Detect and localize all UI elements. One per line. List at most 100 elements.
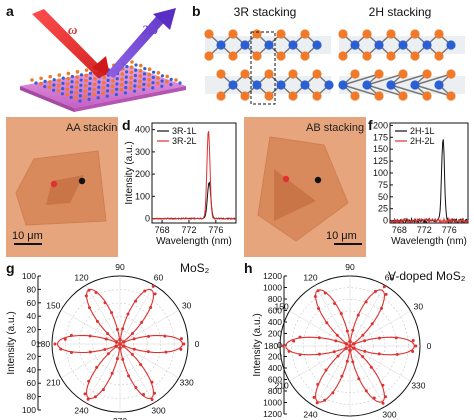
omega-label: ω <box>68 22 77 37</box>
atom-mo <box>52 78 56 82</box>
atom-mo <box>252 80 262 90</box>
atom-mo <box>240 40 250 50</box>
angle-tick-label: 180 <box>264 341 278 351</box>
polar-point <box>332 350 336 354</box>
angle-tick-label: 60 <box>154 272 164 282</box>
angle-tick-label: 60 <box>385 273 395 283</box>
atom-s <box>111 79 115 83</box>
polar-point <box>118 346 122 350</box>
polar-point <box>130 332 134 336</box>
bond <box>414 84 452 97</box>
atom-s <box>120 72 125 76</box>
polar-spoke <box>349 345 411 382</box>
atom-s <box>101 91 106 95</box>
atom-mo <box>97 85 101 89</box>
polar-point <box>316 382 320 386</box>
structure-2h <box>338 29 465 101</box>
y-tick-label: 200 <box>373 120 388 130</box>
substrate-edge <box>20 86 74 112</box>
atom-mo <box>124 80 128 84</box>
atom-s <box>48 80 52 84</box>
atom-s <box>216 91 226 101</box>
atom-mo <box>88 76 92 81</box>
panel-e-image: AB stacking 10 μm <box>244 117 366 257</box>
polar-point <box>380 306 384 310</box>
panel-a-schematic: ω 2ω <box>20 8 186 112</box>
atom-s <box>139 63 143 68</box>
atom-mo <box>88 82 92 86</box>
atom-s <box>74 96 78 100</box>
angle-tick-label: 300 <box>382 409 396 419</box>
scale-bar-c <box>14 243 42 245</box>
angle-tick-label: 120 <box>74 272 88 282</box>
radial-tick-label: 800 <box>268 386 282 396</box>
atom-s <box>57 73 62 77</box>
atom-s <box>83 94 87 99</box>
atom-s <box>39 76 43 81</box>
radial-tick-label: 60 <box>27 298 37 308</box>
atom-mo <box>160 74 164 78</box>
polar-point <box>344 342 348 346</box>
polar-point <box>377 352 381 356</box>
angle-tick-label: 0 <box>427 341 432 351</box>
polar-spoke <box>349 285 386 347</box>
angle-tick-label: 210 <box>274 381 288 391</box>
polar-point <box>140 320 144 324</box>
polar-point <box>344 347 348 351</box>
radial-tick-label: 200 <box>268 352 282 362</box>
atom-s <box>422 69 432 79</box>
angle-tick-label: 180 <box>36 339 50 349</box>
chart-d: 768 772 776 0 100 200 300 400 Wavelength (nm) Int… <box>124 122 237 247</box>
polar-point <box>361 355 365 359</box>
atom-mo <box>34 81 38 85</box>
polar-point <box>103 348 107 352</box>
polar-point <box>53 342 57 346</box>
polar-point <box>179 347 183 351</box>
atom-mo <box>422 40 432 50</box>
atom-mo <box>151 86 155 90</box>
atom-mo <box>143 67 147 71</box>
legend-label: 2H-1L <box>410 126 435 136</box>
atom-s <box>147 67 152 71</box>
polar-point <box>315 401 319 405</box>
y-tick-label: 175 <box>373 132 388 142</box>
polar-point <box>134 299 138 303</box>
atom-s <box>386 51 396 61</box>
radial-tick-label: 400 <box>268 363 282 373</box>
title-e: AB stacking <box>306 122 364 134</box>
polar-point <box>373 289 377 293</box>
angle-tick-label: 30 <box>414 302 424 312</box>
polar-point <box>106 332 110 336</box>
atom-mo <box>61 86 65 91</box>
atom-s <box>137 84 142 89</box>
polar-point <box>411 338 415 342</box>
polar-point <box>336 354 340 358</box>
radial-tick-label: 20 <box>27 351 37 361</box>
polar-point <box>114 340 118 344</box>
atom-s <box>39 81 43 86</box>
atom-mo <box>115 77 119 81</box>
polar-point <box>151 284 155 288</box>
angle-tick-label: 150 <box>274 302 288 312</box>
radial-tick-label: 800 <box>268 294 282 304</box>
lattice-atoms <box>30 60 182 103</box>
atom-s <box>228 51 238 61</box>
polar-point <box>298 335 302 339</box>
atom-s <box>252 51 262 61</box>
atom-s <box>74 85 79 90</box>
bond <box>390 84 428 97</box>
bond <box>342 73 380 86</box>
polar-point <box>149 305 153 309</box>
atom-mo <box>61 76 65 80</box>
substrate-edge-right <box>74 86 186 112</box>
atom-mo <box>69 95 73 99</box>
polar-point <box>363 339 367 343</box>
atom-s <box>288 69 298 79</box>
polar-point <box>130 352 134 356</box>
polar-point <box>411 349 415 353</box>
purple-beam-head <box>153 8 176 30</box>
polar-point <box>317 336 321 340</box>
series-line-2H-2L <box>389 217 469 225</box>
atom-s <box>65 92 69 97</box>
atom-s <box>276 51 286 61</box>
